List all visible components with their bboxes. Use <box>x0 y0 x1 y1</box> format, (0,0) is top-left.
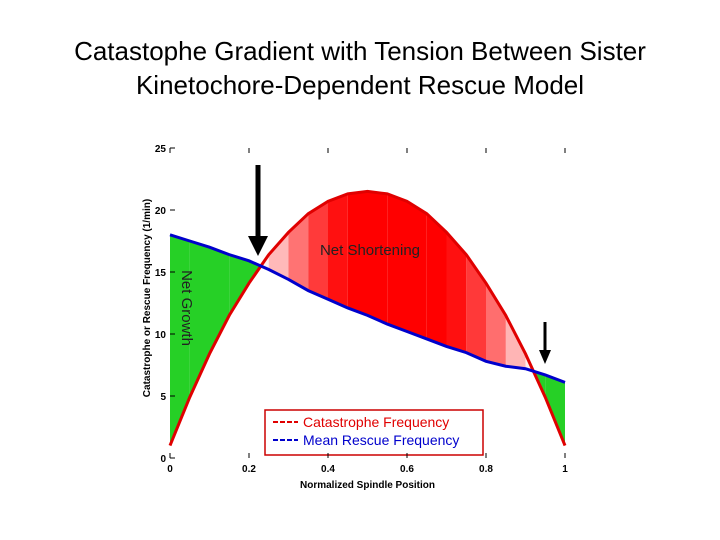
x-tick-label: 0.2 <box>242 464 256 475</box>
annotation: Net Growth <box>178 270 195 346</box>
area-fill <box>387 193 407 332</box>
area-fill <box>446 232 467 353</box>
x-tick-label: 0 <box>167 464 173 475</box>
area-fill <box>229 254 249 316</box>
arrow-head <box>539 350 551 364</box>
area-fill <box>268 232 289 280</box>
area-fill <box>288 213 309 291</box>
series-line <box>168 189 567 447</box>
y-tick-label: 10 <box>155 330 167 341</box>
area-fill <box>189 241 210 398</box>
area-fill <box>466 254 486 362</box>
y-tick-label: 5 <box>160 392 166 403</box>
x-tick-label: 1 <box>562 464 568 475</box>
x-tick-label: 0.4 <box>321 464 335 475</box>
area-fill <box>308 201 328 300</box>
chart-title: Catastophe Gradient with Tension Between… <box>74 36 646 100</box>
y-tick-label: 25 <box>155 144 167 155</box>
y-axis-label: Catastrophe or Rescue Frequency (1/min) <box>142 199 153 397</box>
area-fill <box>347 191 368 316</box>
area-fill <box>545 374 565 446</box>
legend-box <box>264 409 484 456</box>
x-tick-label: 0.8 <box>479 464 493 475</box>
area-fill <box>505 315 526 369</box>
area-fill <box>367 191 388 325</box>
legend-label: Catastrophe Frequency <box>303 414 449 430</box>
area-fill <box>209 247 230 354</box>
arrow-head <box>248 236 268 256</box>
area-fill <box>328 193 348 308</box>
x-axis-label: Normalized Spindle Position <box>300 480 435 491</box>
area-fill <box>426 213 447 347</box>
area-fill <box>170 234 190 446</box>
y-tick-label: 15 <box>155 268 167 279</box>
area-fill <box>486 283 506 367</box>
y-tick-label: 0 <box>160 454 166 465</box>
x-tick-label: 0.6 <box>400 464 414 475</box>
y-tick-label: 20 <box>155 206 167 217</box>
series-line <box>169 233 566 384</box>
area-fill <box>407 201 427 339</box>
annotation: Net Shortening <box>320 242 420 259</box>
legend-label: Mean Rescue Frequency <box>303 432 459 448</box>
